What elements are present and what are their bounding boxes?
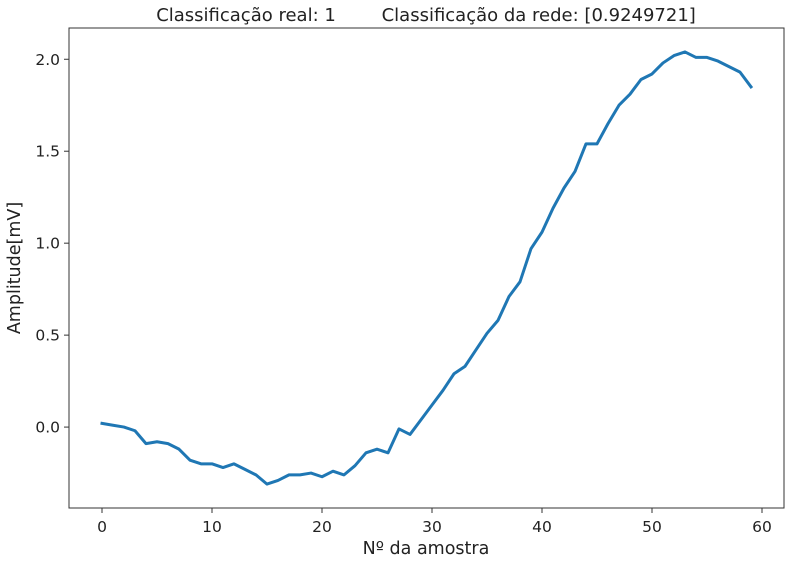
y-axis-ticks: 0.0 0.5 1.0 1.5 2.0 [35, 51, 69, 437]
x-tick-label: 50 [642, 518, 662, 536]
y-tick-label: 0.0 [35, 419, 60, 437]
x-tick-label: 30 [422, 518, 442, 536]
y-tick-label: 2.0 [35, 51, 60, 69]
x-tick-label: 20 [312, 518, 332, 536]
x-tick-label: 0 [97, 518, 107, 536]
x-tick-label: 40 [532, 518, 552, 536]
y-tick-label: 0.5 [35, 327, 60, 345]
x-axis-label: Nº da amostra [363, 539, 490, 559]
chart-title: Classificação real: 1 Classificação da r… [156, 5, 696, 26]
x-tick-label: 60 [752, 518, 772, 536]
y-tick-label: 1.5 [35, 143, 60, 161]
x-axis-ticks: 0 10 20 30 40 50 60 [97, 508, 772, 536]
y-tick-label: 1.0 [35, 235, 60, 253]
series-line [100, 50, 754, 486]
plot-area-frame [68, 27, 785, 509]
x-tick-label: 10 [202, 518, 222, 536]
y-axis-label: Amplitude[mV] [5, 202, 25, 334]
series-layer [100, 50, 754, 486]
